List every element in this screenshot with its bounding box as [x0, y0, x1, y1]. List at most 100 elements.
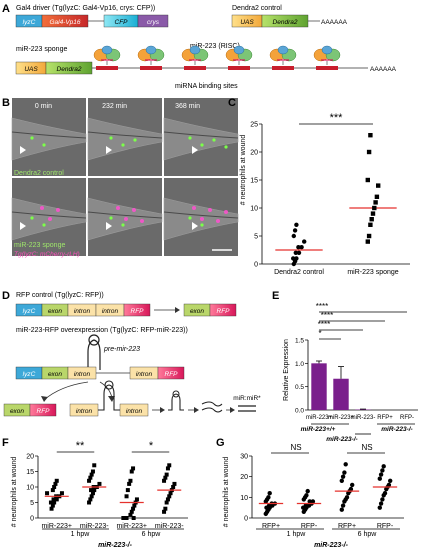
chartC-point-1-9: [365, 177, 370, 183]
chartF-point-2-4: [129, 509, 134, 514]
magenta-cell-1-3: [140, 219, 144, 223]
time-label-1: 232 min: [102, 103, 127, 110]
chart-e-sig-2: ****: [318, 320, 330, 329]
chart-f-ylabel: # neutrophils at wound: [11, 457, 18, 528]
panel-letter-b: B: [2, 97, 10, 109]
chartF-point-0-5: [51, 497, 56, 502]
notochord-1-0: [11, 211, 87, 219]
d-process-arrowhead-3: [230, 407, 235, 413]
chartF-point-3-3: [165, 497, 170, 502]
binding-site-3: [228, 66, 250, 70]
chartG-point-3-2: [380, 497, 385, 502]
binding-site-1: [140, 66, 162, 70]
chartF-point-2-5: [131, 506, 136, 511]
chartC-point-0-9: [291, 233, 296, 239]
arrowhead-1-1: [106, 222, 112, 230]
chart-f-genotype: miR-223-/-: [98, 542, 133, 549]
chartF-point-1-13: [92, 463, 97, 468]
dendra2-control-image-label: Dendra2 control: [14, 170, 64, 177]
green-cell-0-1-2: [133, 138, 137, 142]
chartC-point-0-3: [291, 256, 296, 261]
chartF-point-2-11: [127, 481, 132, 486]
chartG-point-3-9: [377, 476, 382, 481]
chart-e-group-b: miR-223-/-: [326, 436, 357, 443]
chartC-xlabel-1: miR-223 sponge: [347, 269, 398, 276]
chartG-point-3-11: [380, 468, 385, 473]
chartG-point-3-0: [377, 505, 382, 510]
chartF-point-3-5: [168, 491, 173, 496]
chartF-point-3-8: [172, 481, 177, 486]
chartF-point-1-8: [97, 481, 102, 486]
chart-e-ylabel: Relative Expression: [283, 339, 290, 401]
chartF-point-2-12: [128, 478, 133, 483]
chartF-point-1-12: [90, 469, 95, 474]
d-pre-mir-small: [168, 393, 184, 411]
chartF-point-3-4: [167, 494, 172, 499]
chart-g: 0 10 20 30 RFP+ RFP- RFP+ RFP-: [240, 452, 404, 530]
chartF-point-0-12: [53, 481, 58, 486]
chartG-point-2-9: [339, 478, 344, 483]
chartE-ytick-label-1: 0.5: [295, 384, 304, 391]
chartF-point-1-2: [89, 494, 94, 499]
chartC-point-0-8: [302, 239, 307, 244]
chartF-point-3-0: [162, 509, 167, 514]
chart-e-group-c: miR-223-/-: [381, 426, 412, 433]
panel-b: B 0 min 232 min 368 min Dendra2 control …: [2, 97, 239, 258]
time-label-0: 0 min: [35, 103, 52, 110]
d-pre-mir-cut: [201, 401, 223, 407]
cfp-label: CFP: [115, 19, 129, 26]
d-rfp-box-spliced: [209, 303, 237, 317]
binding-sites: [96, 66, 338, 70]
chart-f-time-1: 1 hpw: [71, 531, 91, 538]
arrowhead-0-1: [106, 146, 112, 154]
chart-g-time-2: 6 hpw: [358, 531, 378, 538]
chartC-point-1-0: [365, 239, 370, 244]
duplex-label: miR:miR*: [233, 395, 261, 402]
uas-label-control: UAS: [240, 19, 254, 26]
dendra2-label-sponge: Dendra2: [57, 66, 82, 73]
green-cell-0-0-0: [30, 136, 34, 140]
lyzc-label: lyzC: [23, 19, 36, 26]
chartE-xlabel-4: RFP-: [400, 415, 414, 421]
risc-protein-blue-4: [277, 45, 289, 55]
pre-mir-label: pre-mir-223: [103, 346, 140, 353]
chartF-point-1-11: [89, 472, 94, 477]
d-intron-label-product-2: intron: [126, 408, 143, 415]
sponge-image-label: miR-223 sponge: [14, 242, 65, 249]
magenta-cell-2-0: [192, 206, 196, 210]
magenta-cell-2-4: [224, 210, 228, 214]
panel-a: A Gal4 driver (Tg(lyzC: Gal4-Vp16, crys:…: [2, 3, 397, 90]
binding-site-4: [272, 66, 294, 70]
chartC-ytick-label-3: 15: [250, 178, 258, 185]
pre-mir-loop: [88, 334, 100, 346]
d-process-arrowhead-1: [160, 407, 165, 413]
chartE-ytick-label-2: 1.0: [295, 361, 304, 368]
d-exon-label-2: exon: [48, 371, 62, 378]
chartG-point-0-12: [267, 491, 272, 496]
chartG-point-3-4: [382, 491, 388, 496]
d-intron-label-product-1: intron: [76, 408, 93, 415]
panel-d: D RFP control (Tg(lyzC: RFP)) lyzC exon …: [2, 290, 261, 417]
chartG-point-2-11: [342, 470, 347, 475]
fish-tail-0-0: [11, 117, 87, 161]
chartG-ytick-label-0: 0: [244, 516, 248, 523]
d-lyzc-label-2: lyzC: [23, 371, 36, 378]
binding-site-2: [184, 66, 206, 70]
chart-e-group-a: miR-223+/+: [301, 426, 336, 433]
d-rfp-label-spliced: RFP: [217, 308, 231, 315]
green-cell-0-2-3: [224, 145, 228, 149]
risc-label: miR-223 (RISC): [190, 43, 240, 50]
rfp-control-title: RFP control (Tg(lyzC: RFP)): [16, 292, 104, 299]
magenta-cell-1-2: [132, 208, 136, 212]
dendra2-label-control: Dendra2: [273, 19, 298, 26]
chartC-ytick-label-5: 25: [250, 122, 258, 129]
d-intron-label-4: intron: [136, 371, 153, 378]
d-arrowhead-1: [175, 307, 180, 313]
chartF-point-1-1: [88, 497, 93, 502]
arrowhead-1-2: [192, 222, 198, 230]
chartF-point-1-4: [92, 488, 97, 493]
chartG-ytick-label-3: 30: [240, 454, 248, 461]
d-split-arrowhead-left: [41, 396, 48, 402]
chartF-xlabel-0: miR-223+: [41, 523, 72, 530]
chartG-point-1-12: [305, 488, 310, 494]
